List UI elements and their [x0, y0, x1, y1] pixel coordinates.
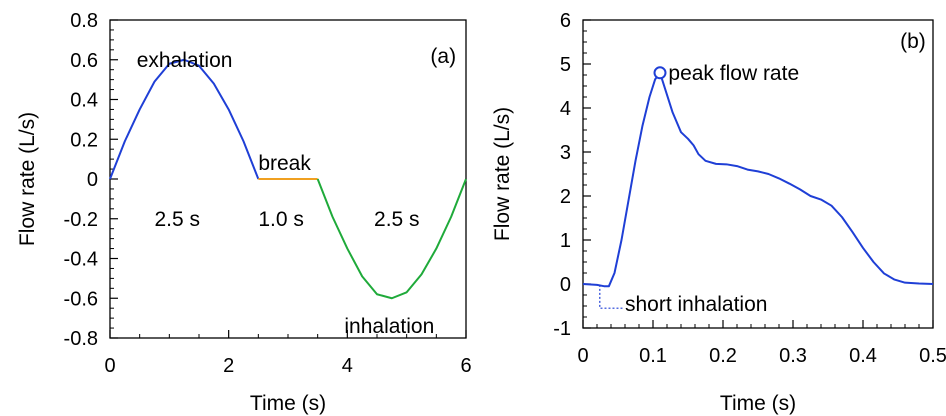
- annotation-label: 2.5 s: [155, 208, 201, 231]
- annotation-label: inhalation: [344, 315, 434, 338]
- annotation-label: break: [258, 152, 311, 175]
- y-axis-title: Flow rate (L/s): [491, 107, 514, 241]
- y-tick-label: 0.4: [70, 90, 98, 112]
- y-tick-label: 1: [560, 230, 571, 252]
- y-tick-label: 4: [560, 98, 571, 120]
- annotation-label: (b): [900, 30, 926, 53]
- y-tick-label: -0.4: [64, 249, 98, 271]
- y-tick-label: 0: [560, 274, 571, 296]
- peak-marker: [653, 66, 667, 80]
- x-tick-label: 0.2: [709, 345, 737, 367]
- y-tick-label: -0.6: [64, 288, 98, 310]
- y-tick-label: 2: [560, 186, 571, 208]
- annotation-label: (a): [430, 45, 456, 68]
- y-tick-label: 5: [560, 54, 571, 76]
- y-tick-label: -0.8: [64, 328, 98, 350]
- y-tick-label: 0: [87, 169, 98, 191]
- x-tick-label: 0: [577, 345, 588, 367]
- x-axis-title: Time (s): [250, 392, 326, 415]
- y-tick-label: 3: [560, 142, 571, 164]
- y-tick-label: 0.6: [70, 50, 98, 72]
- y-tick-label: 6: [560, 10, 571, 32]
- annotation-label: peak flow rate: [668, 62, 799, 85]
- x-tick-label: 0.4: [849, 345, 877, 367]
- short-inhalation-pointer: [599, 284, 624, 309]
- panel-b: 0 0.1 0.2 0.3 0.4 0.5 -1 0 1 2 3 4 5 6 Time (s) Flow ra…: [491, 10, 946, 415]
- y-tick-label: -1: [553, 318, 571, 340]
- annotation-label: 2.5 s: [374, 208, 420, 231]
- y-tick-label: 0.8: [70, 10, 98, 32]
- panel-a: 0 2 4 6 0.8 0.6 0.4 0.2 0 -0.2 -0.4 -0.6 -0.8 Time (s…: [16, 10, 472, 415]
- x-tick-label: 0.5: [919, 345, 946, 367]
- y-axis-title: Flow rate (L/s): [16, 112, 39, 246]
- series-line-0: [109, 58, 260, 180]
- x-axis-title: Time (s): [720, 392, 796, 415]
- annotation-label: short inhalation: [625, 293, 767, 316]
- series-line-0: [582, 71, 934, 288]
- annotation-label: 1.0 s: [258, 208, 304, 231]
- series-line-2: [316, 178, 467, 300]
- x-tick-label: 0.3: [779, 345, 807, 367]
- x-tick-label: 4: [342, 355, 353, 377]
- x-tick-label: 2: [223, 355, 234, 377]
- x-tick-label: 0: [104, 355, 115, 377]
- x-tick-label: 0.1: [639, 345, 667, 367]
- y-tick-label: -0.2: [64, 209, 98, 231]
- y-tick-label: 0.2: [70, 129, 98, 151]
- x-tick-label: 6: [460, 355, 471, 377]
- annotation-label: exhalation: [137, 49, 233, 72]
